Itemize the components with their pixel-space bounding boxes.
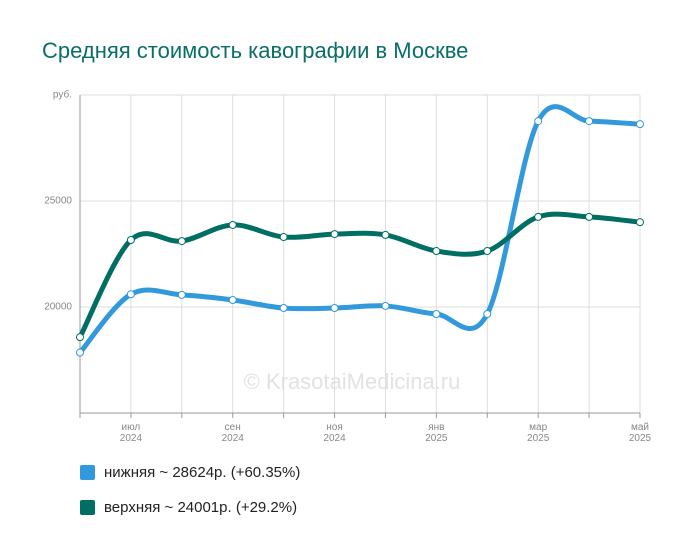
data-point xyxy=(432,247,441,256)
data-point xyxy=(228,296,237,305)
data-point xyxy=(126,236,135,245)
data-point xyxy=(381,230,390,239)
legend-label: верхняя ~ 24001р. (+29.2%) xyxy=(104,499,297,516)
x-tick-label: сен 2024 xyxy=(221,422,244,444)
y-tick-label: 20000 xyxy=(44,302,72,313)
legend-swatch xyxy=(80,465,95,480)
y-tick-label: руб. xyxy=(53,89,72,101)
watermark: © KrasotaiMedicina.ru xyxy=(244,369,461,394)
series-line xyxy=(77,104,643,356)
data-point xyxy=(330,230,339,239)
data-point xyxy=(76,333,84,342)
series-line xyxy=(77,211,643,340)
data-point xyxy=(585,212,594,221)
chart-title: Средняя стоимость кавографии в Москве xyxy=(42,38,468,63)
data-point xyxy=(330,304,339,313)
data-point xyxy=(177,237,186,246)
data-point xyxy=(534,212,543,221)
data-point xyxy=(483,309,492,318)
legend-label: нижняя ~ 28624р. (+60.35%) xyxy=(104,464,300,481)
data-point xyxy=(228,220,237,229)
data-point xyxy=(636,218,644,227)
data-point xyxy=(636,120,644,129)
data-point xyxy=(177,290,186,299)
x-tick-label: июл 2024 xyxy=(119,422,143,444)
x-tick-label: май 2025 xyxy=(628,422,652,444)
y-tick-label: 25000 xyxy=(44,196,72,207)
data-point xyxy=(381,301,390,310)
data-point xyxy=(534,117,543,126)
data-point xyxy=(483,247,492,256)
data-point xyxy=(432,309,441,318)
x-tick-label: ноя 2024 xyxy=(323,422,346,444)
data-point xyxy=(126,290,135,299)
data-point xyxy=(585,117,594,126)
data-point xyxy=(279,304,288,313)
x-tick-label: мар 2025 xyxy=(527,422,550,444)
x-tick-label: янв 2025 xyxy=(425,422,448,444)
data-point xyxy=(76,348,84,357)
legend-swatch xyxy=(80,500,95,515)
data-point xyxy=(279,233,288,242)
